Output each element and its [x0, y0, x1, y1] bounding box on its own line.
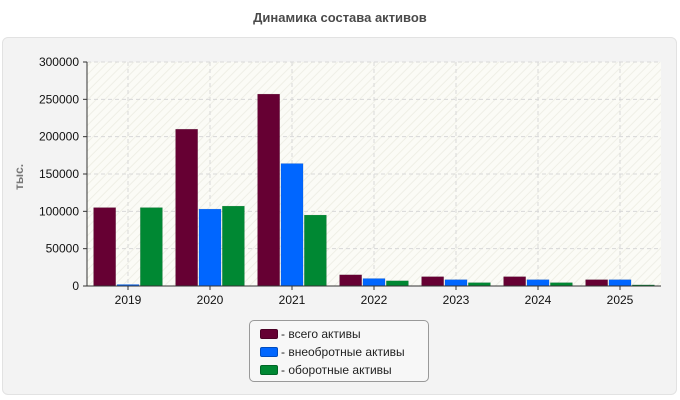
x-tick-label: 2025 — [607, 293, 634, 307]
bar-current — [468, 282, 491, 287]
legend-item-current: - оборотные активы — [260, 361, 428, 379]
y-axis-label: тыс. — [12, 163, 26, 190]
x-tick-label: 2020 — [197, 293, 224, 307]
bar-noncurrent — [198, 208, 222, 287]
x-tick-label: 2021 — [279, 293, 306, 307]
legend-item-noncurrent: - внеобротные активы — [260, 343, 428, 361]
y-tick-label: 250000 — [39, 92, 79, 106]
y-tick-label: 50000 — [46, 242, 80, 256]
legend-label-current: - оборотные активы — [281, 363, 392, 377]
x-tick-label: 2023 — [443, 293, 470, 307]
bar-current — [304, 214, 327, 287]
legend-item-total: - всего активы — [260, 325, 428, 343]
legend-swatch-total — [260, 329, 278, 339]
y-tick-label: 100000 — [39, 204, 79, 218]
bar-noncurrent — [526, 279, 550, 287]
bar-current — [386, 280, 409, 287]
y-tick-label: 300000 — [39, 55, 79, 69]
bar-total — [421, 276, 444, 287]
bar-noncurrent — [280, 163, 304, 287]
legend-label-total: - всего активы — [281, 327, 361, 341]
bar-total — [93, 207, 116, 287]
bar-total — [503, 276, 526, 287]
x-tick-label: 2022 — [361, 293, 388, 307]
bar-noncurrent — [444, 279, 468, 287]
bar-total — [257, 93, 280, 287]
x-tick-label: 2024 — [525, 293, 552, 307]
bar-total — [339, 274, 362, 287]
legend-label-noncurrent: - внеобротные активы — [281, 345, 405, 359]
legend-swatch-current — [260, 365, 278, 375]
y-tick-label: 0 — [72, 279, 79, 293]
bar-total — [585, 279, 608, 287]
bar-noncurrent — [608, 279, 632, 287]
bar-noncurrent — [362, 278, 386, 287]
y-tick-label: 150000 — [39, 167, 79, 181]
bar-current — [222, 205, 245, 287]
chart-legend: - всего активы - внеобротные активы - об… — [249, 320, 429, 382]
bar-current — [140, 207, 163, 287]
y-tick-label: 200000 — [39, 130, 79, 144]
legend-swatch-noncurrent — [260, 347, 278, 357]
bar-total — [175, 128, 198, 287]
x-tick-label: 2019 — [115, 293, 142, 307]
bar-current — [550, 282, 573, 287]
chart-title: Динамика состава активов — [253, 10, 427, 25]
